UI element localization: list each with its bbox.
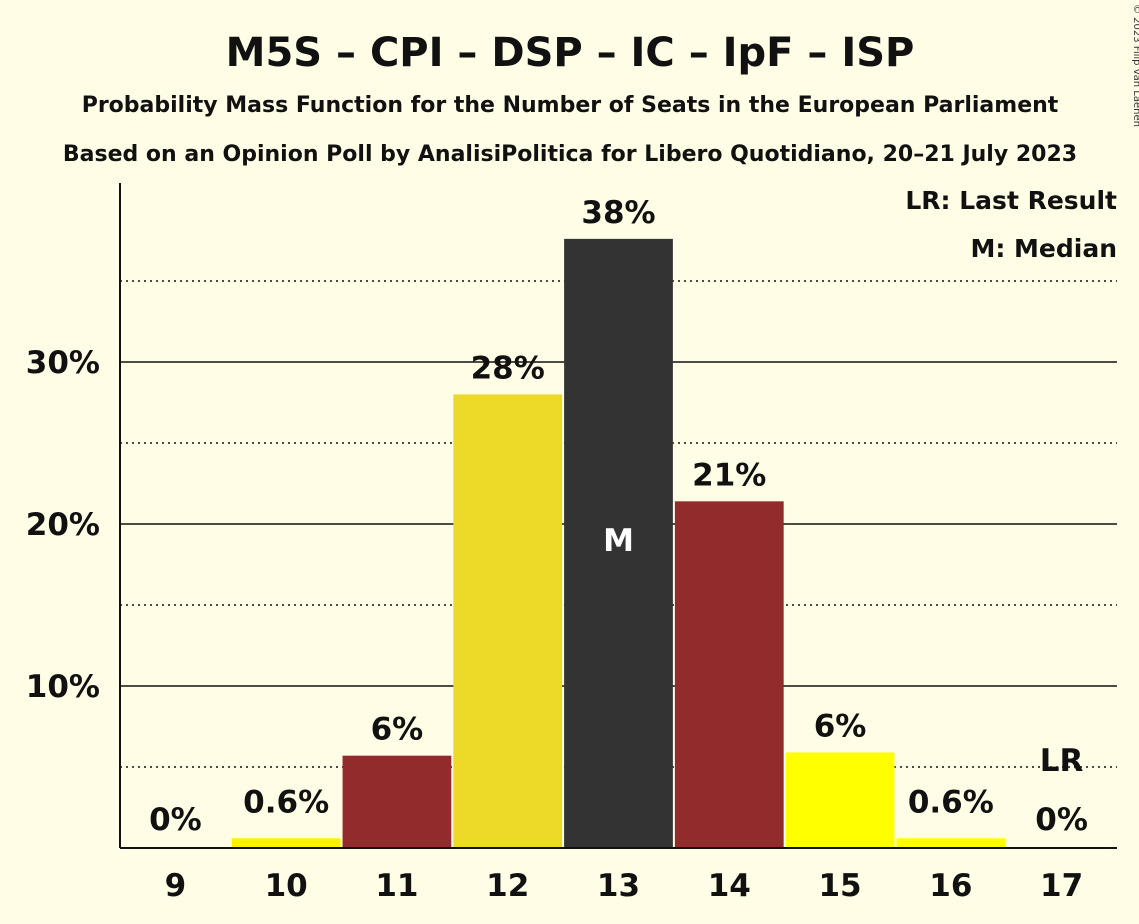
legend-median: M: Median xyxy=(970,234,1117,263)
median-marker: M xyxy=(603,523,634,559)
copyright: © 2023 Filip van Laenen xyxy=(1131,4,1139,127)
data-labels: 0% 0.6% 6% 28% 38% M 21% 6% 0.6% 0% LR xyxy=(149,195,1088,838)
last-result-marker: LR xyxy=(1040,743,1084,779)
data-label-9: 0% xyxy=(149,802,202,838)
y-tick-label: 30% xyxy=(26,345,100,381)
x-tick-label-14: 14 xyxy=(708,868,751,904)
data-label-16: 0.6% xyxy=(908,784,994,820)
chart-subtitle: Probability Mass Function for the Number… xyxy=(82,93,1059,118)
bar-10 xyxy=(231,838,341,848)
bar-14 xyxy=(674,501,784,848)
data-label-10: 0.6% xyxy=(243,784,329,820)
y-tick-label: 20% xyxy=(26,507,100,543)
data-label-13: 38% xyxy=(581,195,655,231)
x-tick-label-15: 15 xyxy=(818,868,861,904)
x-tick-label-9: 9 xyxy=(165,868,187,904)
chart-source: Based on an Opinion Poll by AnalisiPolit… xyxy=(63,142,1077,167)
bars xyxy=(231,238,1006,848)
legend-last-result: LR: Last Result xyxy=(905,186,1117,215)
data-label-14: 21% xyxy=(692,457,766,493)
x-tick-label-16: 16 xyxy=(929,868,972,904)
data-label-15: 6% xyxy=(814,708,867,744)
data-label-17: 0% xyxy=(1035,802,1088,838)
x-tick-label-13: 13 xyxy=(597,868,640,904)
x-tick-label-11: 11 xyxy=(375,868,418,904)
x-tick-label-12: 12 xyxy=(486,868,529,904)
x-tick-label-10: 10 xyxy=(265,868,308,904)
bar-13 xyxy=(564,238,673,848)
x-tick-label-17: 17 xyxy=(1040,868,1083,904)
y-axis: 10% 20% 30% xyxy=(26,183,121,848)
data-label-12: 28% xyxy=(471,350,545,386)
x-axis: 9 10 11 12 13 14 15 16 17 xyxy=(120,847,1117,904)
chart-title: M5S – CPI – DSP – IC – IpF – ISP xyxy=(226,30,915,76)
y-tick-label: 10% xyxy=(26,669,100,705)
bar-11 xyxy=(342,755,452,848)
bar-15 xyxy=(785,752,895,848)
bar-16 xyxy=(896,838,1006,848)
bar-12 xyxy=(453,394,563,848)
data-label-11: 6% xyxy=(371,712,424,748)
